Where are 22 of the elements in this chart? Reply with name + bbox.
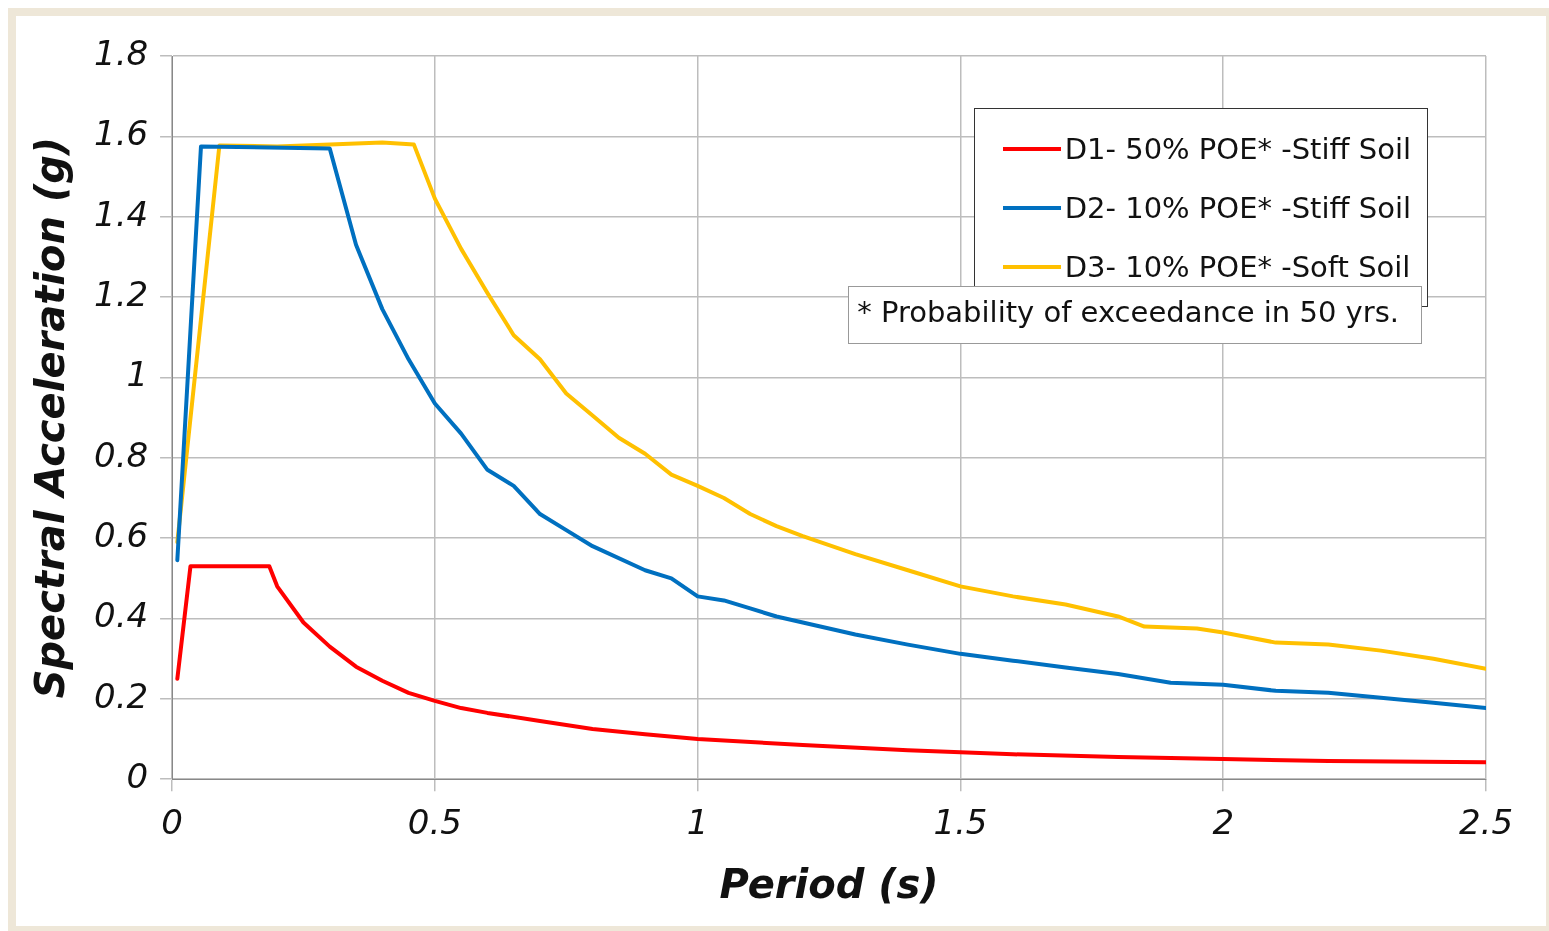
x-tick-label: 0 (161, 802, 183, 843)
y-tick-label: 0.4 (93, 595, 149, 636)
y-tick-label: 1.8 (93, 32, 149, 73)
y-tick-label: 0.8 (93, 434, 149, 475)
x-tick-label: 0.5 (407, 802, 462, 843)
annotation: * Probability of exceedance in 50 yrs. (848, 286, 1422, 344)
y-tick-label: 1 (126, 354, 149, 395)
x-axis-title: Period (s) (719, 861, 939, 908)
y-tick-label: 0.6 (93, 514, 149, 555)
y-tick-label: 1.6 (93, 113, 149, 154)
y-tick-label: 1.2 (93, 273, 149, 314)
legend-label: D1- 50% POE* -Stiff Soil (1064, 131, 1411, 166)
x-tick-label: 2.5 (1458, 802, 1514, 843)
x-tick-label: 1 (686, 802, 709, 843)
legend-label: D3- 10% POE* -Soft Soil (1064, 249, 1411, 284)
y-tick-label: 1.4 (93, 193, 149, 234)
x-tick-label: 2 (1212, 802, 1235, 843)
legend-label: D2- 10% POE* -Stiff Soil (1064, 190, 1411, 225)
y-tick-label: 0.2 (93, 675, 149, 716)
y-axis-title: Spectral Acceleration (g) (27, 136, 74, 699)
y-tick-label: 0 (126, 756, 149, 797)
x-tick-label: 1.5 (933, 802, 988, 843)
